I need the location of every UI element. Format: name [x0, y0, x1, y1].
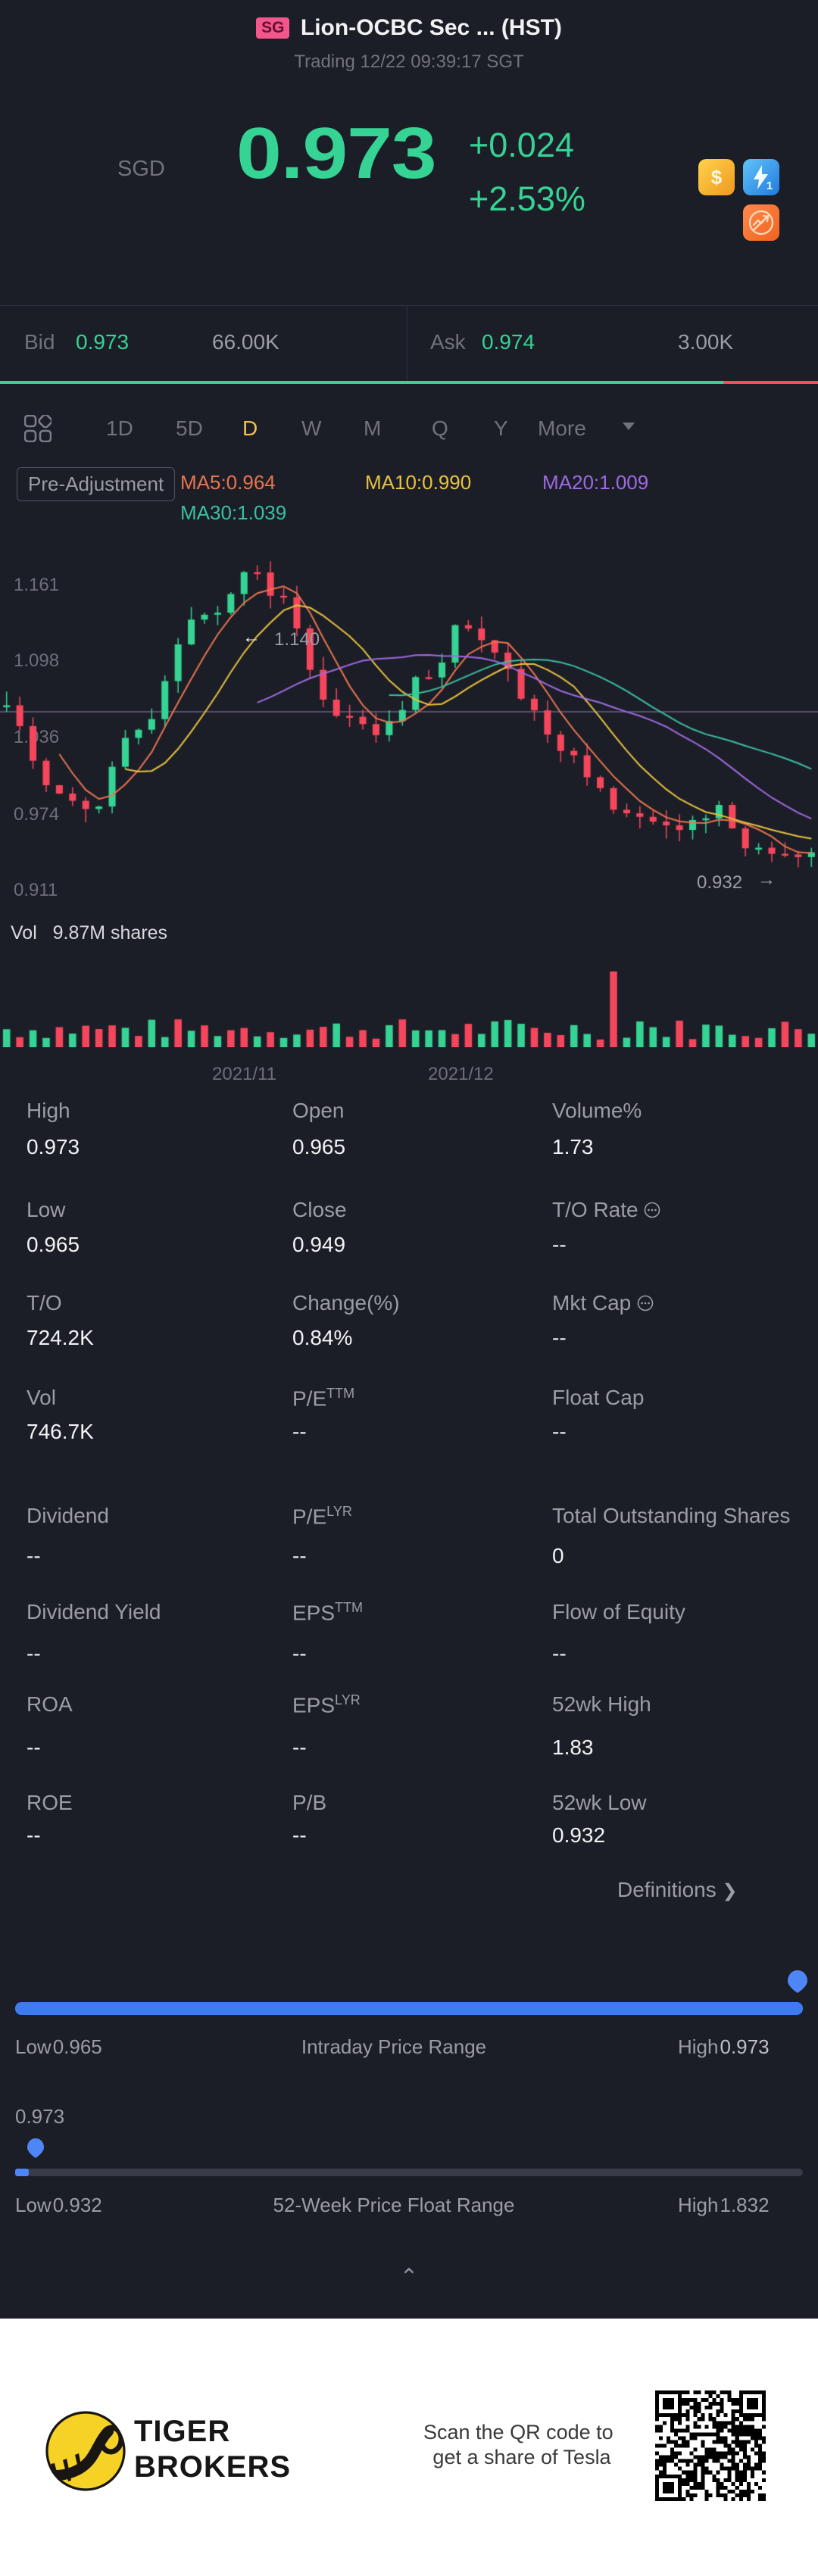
svg-text:1: 1 — [766, 179, 773, 192]
svg-text:$: $ — [711, 166, 723, 189]
